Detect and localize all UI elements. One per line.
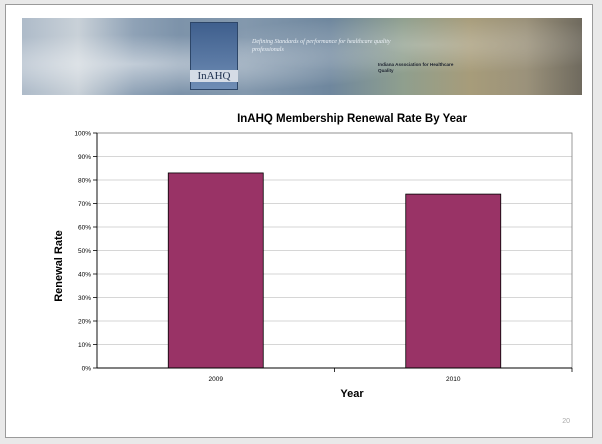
y-tick-label: 20% <box>78 319 91 326</box>
y-tick-label: 10% <box>78 342 91 349</box>
x-axis-label: Year <box>340 388 364 400</box>
y-tick-label: 100% <box>74 131 91 138</box>
y-tick-label: 80% <box>78 178 91 185</box>
bars <box>167 172 502 369</box>
x-tick-label: 2009 <box>209 376 224 383</box>
y-tick-label: 30% <box>78 295 91 302</box>
y-tick-label: 60% <box>78 225 91 232</box>
banner-background <box>22 18 582 95</box>
y-tick-label: 90% <box>78 154 91 161</box>
slide-number: 20 <box>562 418 570 425</box>
y-tick-label: 50% <box>78 248 91 255</box>
x-tick-label: 2010 <box>446 376 461 383</box>
slide: InAHQ Defining Standards of performance … <box>5 4 593 438</box>
banner-tagline: Defining Standards of performance for he… <box>252 39 391 53</box>
logo-text: InAHQ <box>190 70 238 82</box>
renewal-rate-chart: InAHQ Membership Renewal Rate By Year Re… <box>53 113 573 400</box>
bar-2009 <box>167 172 264 369</box>
bar-2010 <box>405 193 502 369</box>
y-axis-label: Renewal Rate <box>53 230 65 302</box>
y-tick-label: 0% <box>82 366 92 373</box>
chart-title: InAHQ Membership Renewal Rate By Year <box>237 113 467 125</box>
banner-association: Indiana Association for Healthcare Quali… <box>378 62 454 73</box>
tick-labels: 0% 10% 20% 30% 40% 50% 60% 70% 80% 90% 100% 2009 201… <box>74 131 573 383</box>
y-tick-label: 40% <box>78 272 91 279</box>
y-tick-label: 70% <box>78 201 91 208</box>
header-banner: InAHQ Defining Standards of performance … <box>22 18 582 95</box>
